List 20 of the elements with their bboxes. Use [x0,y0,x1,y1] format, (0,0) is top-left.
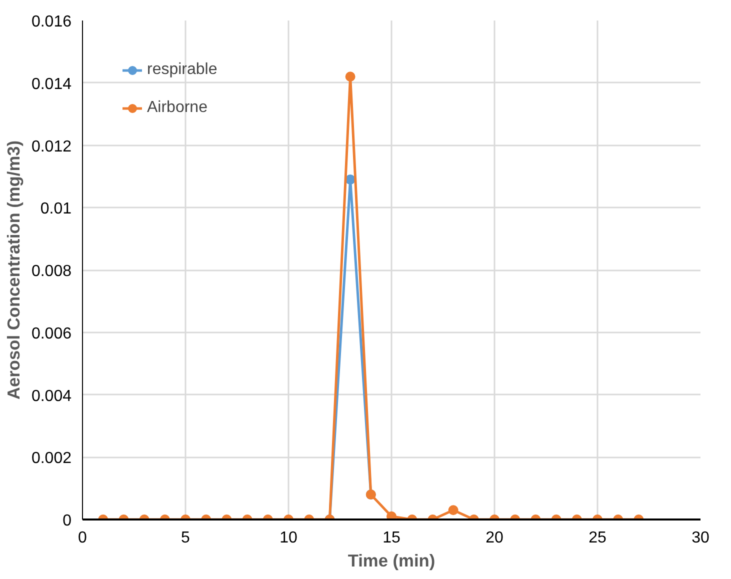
legend-label: respirable [147,61,218,79]
x-tick-label: 5 [181,530,190,546]
x-tick-label: 20 [486,530,504,546]
x-tick-label: 10 [280,530,298,546]
y-tick-label: 0.012 [31,138,72,156]
y-tick-label: 0.004 [31,388,72,405]
y-tick-label: 0 [62,512,72,530]
x-tick-label: 25 [588,530,606,546]
x-tick-label: 15 [382,530,400,546]
y-tick-label: 0.016 [31,14,72,30]
y-tick-label: 0.006 [31,325,72,342]
y-tick-label: 0.008 [31,263,72,280]
x-tick-label: 30 [692,530,710,546]
y-axis-title: Aerosol Concentration (mg/m3) [3,140,24,400]
y-tick-label: 0.002 [31,450,72,468]
y-tick-label: 0.014 [31,76,72,93]
x-tick-label: 0 [78,530,88,546]
x-axis-title: Time (min) [348,550,436,570]
legend-label: Airborne [147,99,208,117]
y-tick-label: 0.01 [40,200,72,218]
